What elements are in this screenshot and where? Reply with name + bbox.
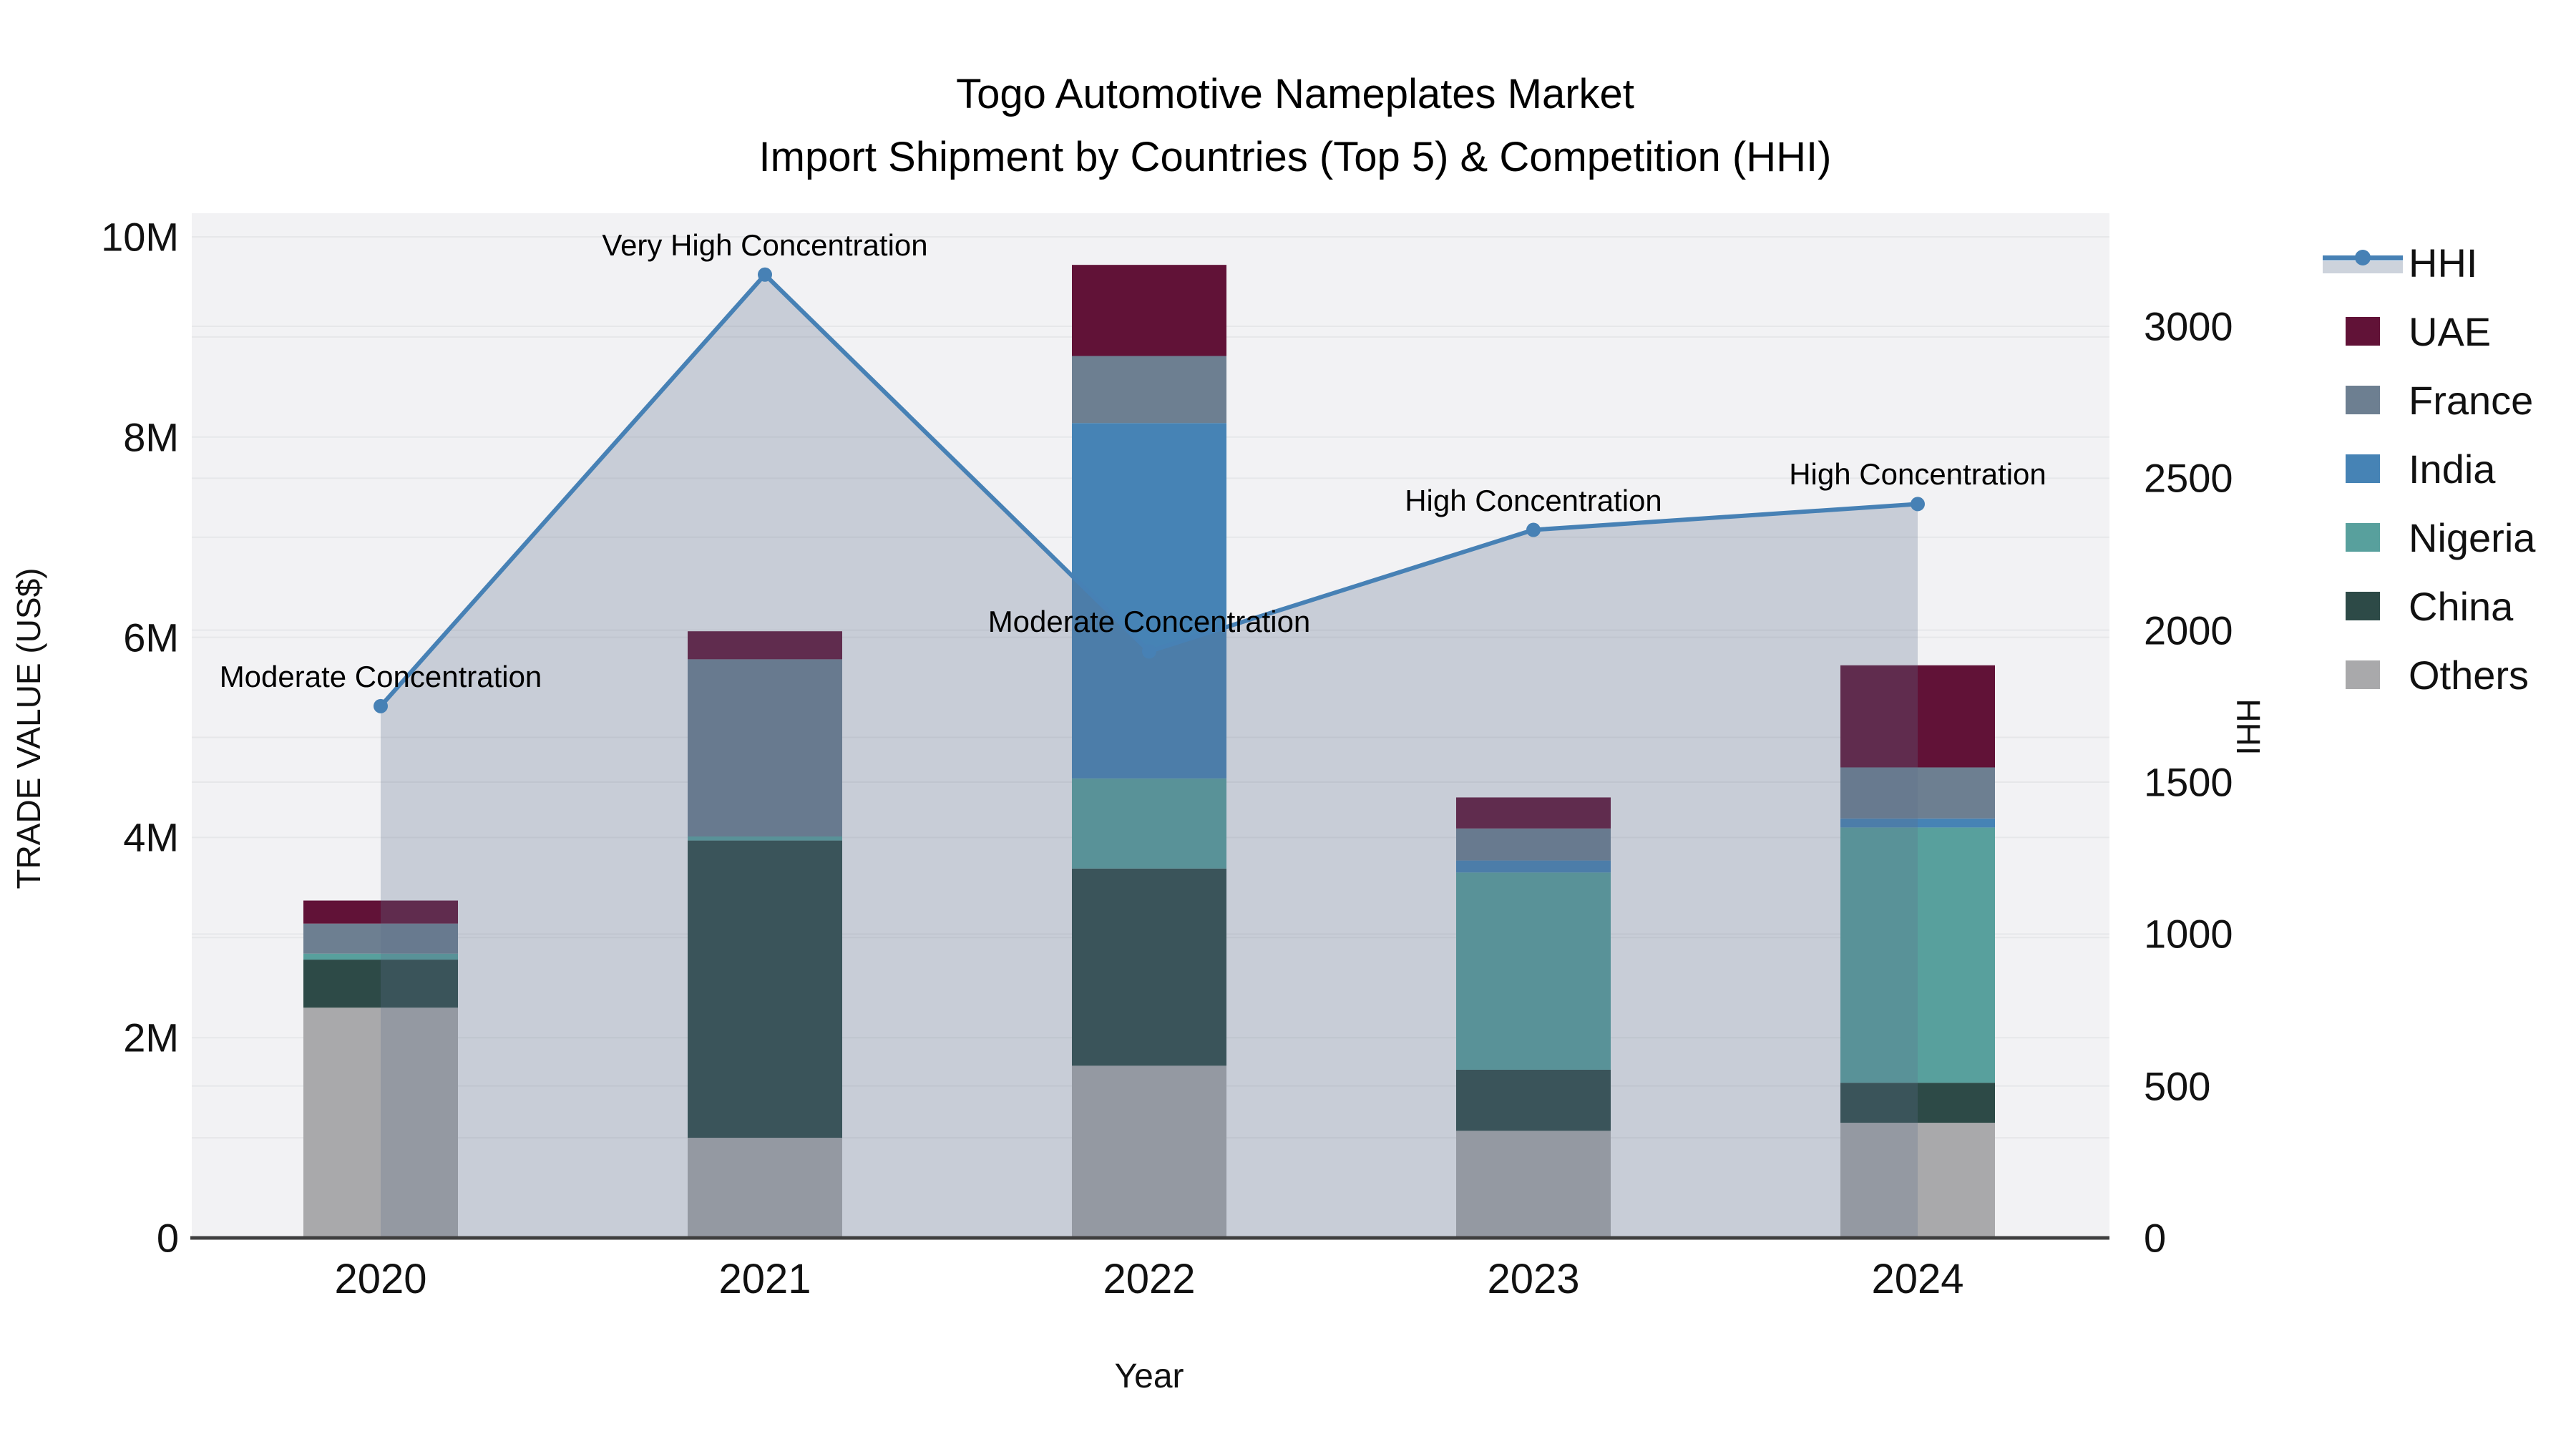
x-tick-2021: 2021 — [718, 1256, 811, 1302]
bar-segment-2020-others — [303, 1008, 458, 1238]
legend-label-hhi: HHI — [2409, 240, 2478, 286]
legend-item-nigeria[interactable]: Nigeria — [2317, 503, 2535, 572]
legend-swatch-nigeria-icon — [2317, 523, 2409, 552]
bar-segment-2023-france — [1456, 828, 1611, 861]
bar-segment-2023-india — [1456, 860, 1611, 873]
legend-label-china: China — [2409, 583, 2514, 629]
legend-swatch-uae-icon — [2317, 317, 2409, 346]
annotation-2024: High Concentration — [1789, 457, 2046, 492]
hhi-marker-2023 — [1526, 522, 1541, 537]
bar-segment-2021-china — [688, 840, 842, 1138]
bar-segment-2021-nigeria — [688, 836, 842, 841]
legend-item-france[interactable]: France — [2317, 366, 2535, 434]
legend-item-china[interactable]: China — [2317, 572, 2535, 640]
bar-segment-2024-nigeria — [1840, 827, 1995, 1083]
bar-segment-2024-france — [1840, 767, 1995, 819]
y-right-tick-0: 0 — [2144, 1215, 2167, 1261]
y-right-tick-1000: 1000 — [2144, 911, 2233, 957]
annotation-2020: Moderate Concentration — [219, 659, 542, 693]
bar-segment-2024-others — [1840, 1123, 1995, 1238]
legend-swatch-india-icon — [2317, 454, 2409, 483]
y-left-tick-8M: 8M — [123, 414, 179, 460]
legend-item-hhi[interactable]: HHI — [2317, 228, 2535, 297]
legend-label-nigeria: Nigeria — [2409, 514, 2536, 560]
bar-segment-2022-others — [1072, 1065, 1226, 1238]
y-left-tick-10M: 10M — [101, 214, 179, 260]
bar-segment-2020-france — [303, 923, 458, 954]
x-tick-2024: 2024 — [1871, 1256, 1964, 1302]
x-tick-2023: 2023 — [1487, 1256, 1580, 1302]
y-left-tick-4M: 4M — [123, 814, 179, 860]
legend: HHI UAE France India Nigeria China Others — [2317, 228, 2535, 709]
hhi-marker-2024 — [1911, 497, 1925, 512]
bar-segment-2024-china — [1840, 1083, 1995, 1123]
hhi-area — [381, 274, 1918, 1238]
legend-swatch-france-icon — [2317, 386, 2409, 414]
x-tick-2020: 2020 — [334, 1256, 427, 1302]
bar-segment-2021-uae — [688, 631, 842, 660]
x-tick-2022: 2022 — [1103, 1256, 1196, 1302]
chart-title-line-1: Togo Automotive Nameplates Market — [956, 71, 1634, 117]
bar-segment-2023-nigeria — [1456, 872, 1611, 1070]
legend-swatch-others-icon — [2317, 660, 2409, 689]
bar-segment-2024-india — [1840, 818, 1995, 828]
x-axis-title: Year — [1114, 1357, 1184, 1395]
hhi-marker-dot-icon — [2355, 250, 2371, 265]
bar-segment-2020-uae — [303, 900, 458, 924]
legend-label-france: France — [2409, 377, 2534, 423]
bar-segment-2020-nigeria — [303, 953, 458, 960]
y-right-tick-500: 500 — [2144, 1063, 2211, 1109]
hhi-marker-2021 — [758, 267, 772, 282]
y-left-tick-6M: 6M — [123, 615, 179, 660]
bar-segment-2023-china — [1456, 1069, 1611, 1131]
legend-item-uae[interactable]: UAE — [2317, 297, 2535, 366]
bar-segment-2020-china — [303, 960, 458, 1008]
y-right-tick-2500: 2500 — [2144, 455, 2233, 501]
hhi-marker-2020 — [374, 698, 388, 713]
y-axis-right-title: HHI — [2230, 698, 2267, 756]
y-left-tick-2M: 2M — [123, 1015, 179, 1060]
y-right-tick-1500: 1500 — [2144, 759, 2233, 805]
chart-title: Togo Automotive Nameplates Market Import… — [759, 63, 1832, 189]
legend-label-others: Others — [2409, 652, 2529, 698]
bar-segment-2022-uae — [1072, 265, 1226, 356]
y-left-tick-0: 0 — [156, 1215, 179, 1261]
bar-segment-2021-france — [688, 659, 842, 837]
legend-swatch-china-icon — [2317, 592, 2409, 620]
annotation-2022: Moderate Concentration — [987, 605, 1311, 639]
annotation-2023: High Concentration — [1405, 483, 1662, 517]
bar-segment-2022-china — [1072, 868, 1226, 1066]
bar-segment-2024-uae — [1840, 665, 1995, 768]
annotation-2021: Very High Concentration — [602, 228, 928, 262]
legend-item-india[interactable]: India — [2317, 434, 2535, 503]
bar-segment-2023-uae — [1456, 797, 1611, 829]
bar-segment-2022-france — [1072, 356, 1226, 424]
hhi-line-sample-icon — [2317, 250, 2409, 273]
hhi-marker-2022 — [1142, 644, 1156, 659]
bar-segment-2023-others — [1456, 1131, 1611, 1238]
legend-label-uae: UAE — [2409, 308, 2492, 354]
y-right-tick-3000: 3000 — [2144, 303, 2233, 349]
y-right-tick-2000: 2000 — [2144, 608, 2233, 653]
bar-segment-2022-nigeria — [1072, 778, 1226, 869]
bar-segment-2021-others — [688, 1138, 842, 1238]
chart-title-line-2: Import Shipment by Countries (Top 5) & C… — [758, 134, 1832, 180]
legend-label-india: India — [2409, 446, 2496, 492]
legend-item-others[interactable]: Others — [2317, 640, 2535, 709]
